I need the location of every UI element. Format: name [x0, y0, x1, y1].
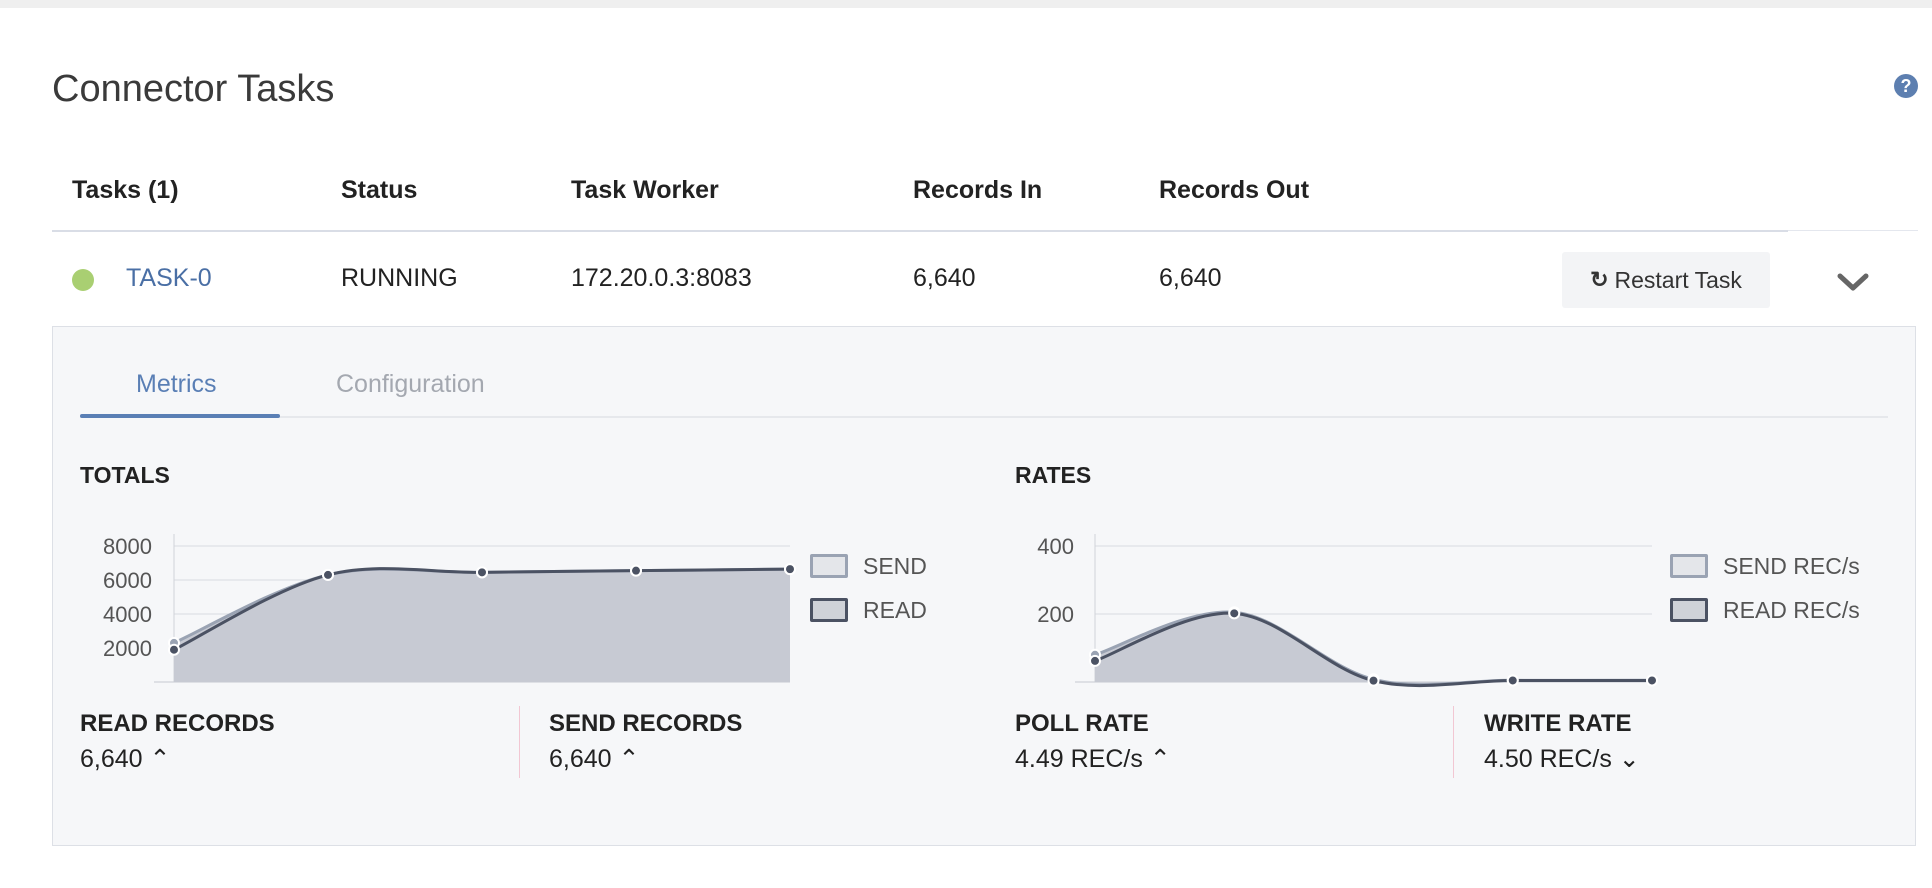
legend-label[interactable]: SEND REC/s [1723, 553, 1860, 579]
write-rate-label: WRITE RATE [1484, 710, 1632, 737]
series-area-0 [174, 569, 790, 682]
y-tick-label: 400 [1037, 534, 1074, 559]
chevron-double-up-icon: ⌃ [149, 745, 171, 773]
legend-label[interactable]: READ REC/s [1723, 597, 1860, 623]
stat-divider [1453, 706, 1454, 778]
legend-label[interactable]: SEND [863, 553, 927, 579]
data-point [1506, 674, 1519, 687]
restart-task-label: Restart Task [1614, 266, 1742, 293]
data-point [630, 564, 642, 577]
rates-chart: 400 200 [1037, 534, 1658, 688]
active-tab-indicator [80, 414, 280, 418]
tab-metrics[interactable]: Metrics [136, 370, 217, 398]
totals-title: TOTALS [80, 462, 170, 488]
header-tasks: Tasks (1) [72, 176, 179, 204]
legend-swatch[interactable] [810, 554, 848, 578]
read-records-label: READ RECORDS [80, 710, 275, 737]
records-out-value: 6,640 [1159, 264, 1222, 292]
send-records-label: SEND RECORDS [549, 710, 743, 737]
chevron-double-down-icon: ⌄ [1618, 745, 1640, 773]
series-area-0 [1095, 612, 1652, 685]
legend-label[interactable]: READ [863, 597, 927, 623]
poll-rate-label: POLL RATE [1015, 710, 1149, 737]
data-point [1367, 674, 1380, 687]
task-status: RUNNING [341, 264, 458, 292]
page-title: Connector Tasks [52, 68, 335, 110]
chevron-down-icon[interactable] [1836, 270, 1870, 294]
header-task-worker: Task Worker [571, 176, 719, 204]
top-bar [0, 0, 1932, 8]
data-point [476, 566, 488, 579]
y-tick-label: 6000 [103, 568, 152, 593]
header-divider [52, 230, 1788, 232]
legend-swatch[interactable] [1670, 554, 1708, 578]
y-tick-label: 4000 [103, 602, 152, 627]
data-point [322, 568, 334, 581]
task-link[interactable]: TASK-0 [126, 264, 212, 292]
totals-chart: 8000 6000 4000 2000 [103, 534, 796, 683]
header-records-out: Records Out [1159, 176, 1310, 204]
records-in-value: 6,640 [913, 264, 976, 292]
tab-bar-line [80, 416, 1888, 418]
question-circle-icon[interactable]: ? [1894, 74, 1918, 98]
chevron-double-up-icon: ⌃ [1149, 745, 1171, 773]
refresh-icon: ↻ [1590, 267, 1609, 292]
data-point [784, 563, 796, 576]
rates-title: RATES [1015, 462, 1092, 488]
read-records-value: 6,640 ⌃ [80, 745, 171, 773]
task-worker: 172.20.0.3:8083 [571, 264, 752, 292]
write-rate-value: 4.50 REC/s ⌄ [1484, 745, 1640, 773]
status-dot [72, 269, 94, 291]
y-tick-label: 200 [1037, 602, 1074, 627]
data-point [168, 643, 180, 656]
header-status: Status [341, 176, 418, 204]
header-records-in: Records In [913, 176, 1043, 204]
y-tick-label: 2000 [103, 636, 152, 661]
y-tick-label: 8000 [103, 534, 152, 559]
data-point [1089, 654, 1101, 667]
restart-task-button[interactable]: ↻ Restart Task [1562, 252, 1770, 308]
chevron-double-up-icon: ⌃ [618, 745, 640, 773]
legend-swatch[interactable] [1670, 598, 1708, 622]
legend-swatch[interactable] [810, 598, 848, 622]
poll-rate-value: 4.49 REC/s ⌃ [1015, 745, 1171, 773]
stat-divider [519, 706, 520, 778]
tab-configuration[interactable]: Configuration [336, 370, 485, 398]
data-point [1228, 607, 1241, 620]
data-point [1646, 674, 1658, 687]
send-records-value: 6,640 ⌃ [549, 745, 640, 773]
header-divider-end [1788, 230, 1918, 231]
